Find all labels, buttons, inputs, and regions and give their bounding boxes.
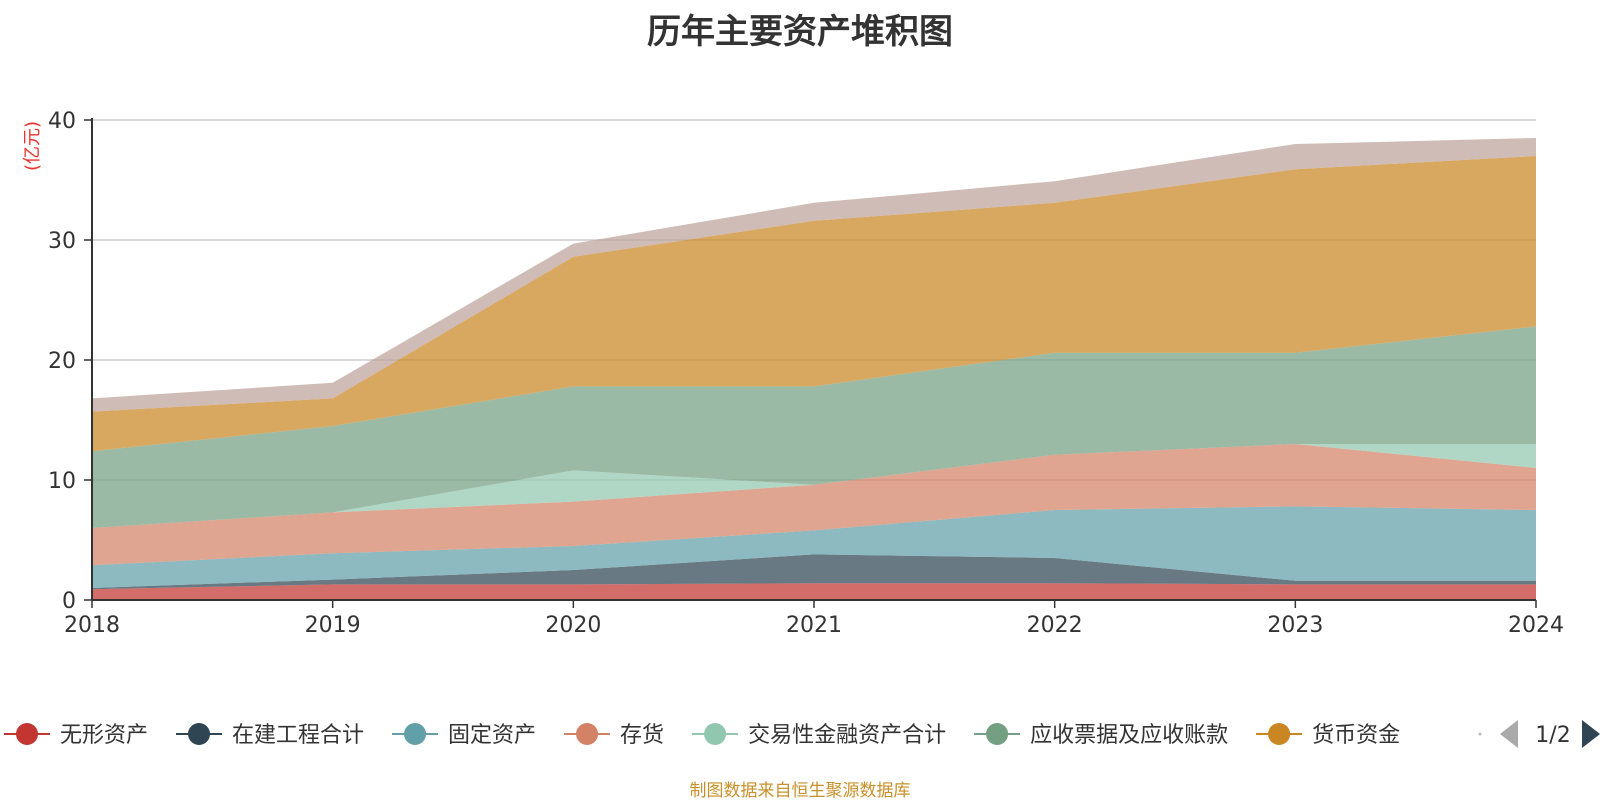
y-axis-unit-label: (亿元) <box>22 121 43 171</box>
y-tick-label: 40 <box>48 109 76 134</box>
legend-marker <box>576 723 599 745</box>
legend-item-无形资产[interactable]: 无形资产 <box>4 723 148 748</box>
legend-marker <box>16 723 38 745</box>
legend-item-交易性金融资产合计[interactable]: 交易性金融资产合计 <box>692 723 946 748</box>
legend-item-货币资金[interactable]: 货币资金 <box>1256 723 1400 748</box>
axes: 0 10 20 30 40 2018 2019 2020 2021 2022 2023 2024 (亿元… <box>22 109 1564 638</box>
legend-item-固定资产[interactable]: 固定资产 <box>392 723 536 748</box>
legend-overflow-dot <box>1478 732 1482 736</box>
area-货币资金[interactable] <box>92 156 1536 452</box>
area-无形资产[interactable] <box>92 583 1536 600</box>
y-tick-label: 0 <box>62 589 76 614</box>
x-tick-label: 2022 <box>1027 613 1083 638</box>
x-tick-label: 2023 <box>1267 613 1323 638</box>
legend-item-应收票据及应收账款[interactable]: 应收票据及应收账款 <box>974 723 1228 748</box>
y-tick-label: 30 <box>48 229 76 254</box>
x-tick-label: 2020 <box>545 613 601 638</box>
legend-item-在建工程合计[interactable]: 在建工程合计 <box>176 723 364 748</box>
legend-next-page-icon[interactable] <box>1582 720 1600 748</box>
x-tick-label: 2019 <box>305 613 361 638</box>
legend: 无形资产 在建工程合计 固定资产 存货 交易性金融资产合计 应收票据及应收账款 货币资金 1/… <box>4 720 1600 748</box>
area-固定资产[interactable] <box>92 506 1536 588</box>
legend-label: 交易性金融资产合计 <box>748 723 946 748</box>
legend-marker <box>704 723 727 745</box>
area-在建工程合计[interactable] <box>92 554 1536 590</box>
legend-item-存货[interactable]: 存货 <box>564 723 664 748</box>
x-tick-label: 2024 <box>1508 613 1564 638</box>
legend-marker <box>1268 723 1291 745</box>
legend-prev-page-icon[interactable] <box>1500 720 1518 748</box>
legend-label: 存货 <box>620 723 664 748</box>
data-source-note: 制图数据来自恒生聚源数据库 <box>689 781 911 801</box>
chart-title: 历年主要资产堆积图 <box>647 12 953 52</box>
y-tick-label: 20 <box>48 349 76 374</box>
area-存货[interactable] <box>92 444 1536 566</box>
legend-label: 无形资产 <box>60 723 148 748</box>
area-交易性金融资产合计[interactable] <box>92 444 1536 528</box>
legend-marker <box>404 723 427 745</box>
legend-marker <box>986 723 1009 745</box>
x-tick-label: 2021 <box>786 613 842 638</box>
x-tick-label: 2018 <box>64 613 120 638</box>
legend-label: 固定资产 <box>448 723 536 748</box>
legend-label: 在建工程合计 <box>232 723 364 748</box>
legend-label: 货币资金 <box>1312 723 1400 748</box>
legend-page-indicator: 1/2 <box>1535 723 1570 748</box>
legend-marker <box>188 723 211 745</box>
y-tick-label: 10 <box>48 469 76 494</box>
area-应收票据及应收账款[interactable] <box>92 326 1536 528</box>
legend-label: 应收票据及应收账款 <box>1030 723 1228 748</box>
area-series <box>92 138 1536 600</box>
